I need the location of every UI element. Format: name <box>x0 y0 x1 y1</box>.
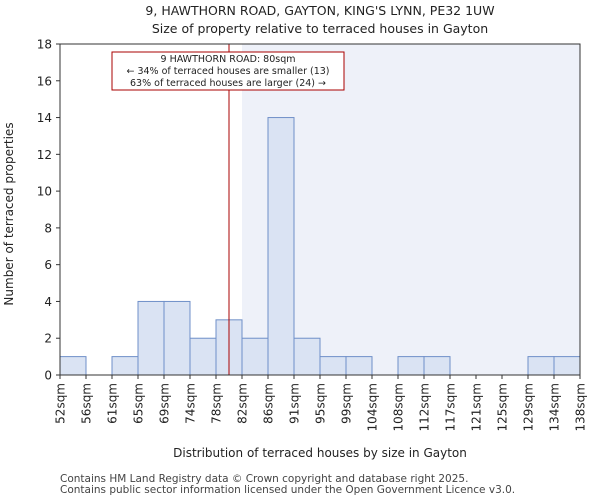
x-tick-label: 69sqm <box>158 383 172 424</box>
x-tick-label: 65sqm <box>132 383 146 424</box>
bar-82sqm <box>241 337 269 376</box>
x-tick-label: 104sqm <box>366 383 380 431</box>
chart-title: 9, HAWTHORN ROAD, GAYTON, KING'S LYNN, P… <box>145 3 494 18</box>
x-tick-label: 95sqm <box>314 383 328 424</box>
x-tick-label: 99sqm <box>340 383 354 424</box>
bars-group <box>59 117 581 376</box>
bar-65sqm <box>137 300 165 376</box>
x-tick-label: 91sqm <box>288 383 302 424</box>
footer-line-1: Contains HM Land Registry data © Crown c… <box>60 473 469 485</box>
bar-52sqm <box>59 356 87 376</box>
x-tick-label: 134sqm <box>548 383 562 431</box>
bar-91sqm <box>293 337 321 376</box>
bar-129sqm <box>527 356 555 376</box>
annotation-line-1: 9 HAWTHORN ROAD: 80sqm <box>161 54 296 65</box>
chart-subtitle: Size of property relative to terraced ho… <box>152 21 488 36</box>
annotation-box: 9 HAWTHORN ROAD: 80sqm ← 34% of terraced… <box>111 51 345 91</box>
y-tick-label: 10 <box>37 185 52 199</box>
x-tick-label: 125sqm <box>496 383 510 431</box>
y-tick-label: 4 <box>44 295 52 309</box>
bar-74sqm <box>189 337 217 376</box>
footer-line-2: Contains public sector information licen… <box>60 484 516 496</box>
y-tick-label: 12 <box>37 148 52 162</box>
y-axis: 0 2 4 6 8 10 12 14 16 18 <box>37 38 60 383</box>
x-tick-label: 121sqm <box>470 383 484 431</box>
x-axis: 52sqm 56sqm 61sqm 65sqm 69sqm 74sqm 78sqm 82sqm… <box>54 375 588 431</box>
x-axis-label: Distribution of terraced houses by size … <box>173 446 467 460</box>
x-tick-label: 56sqm <box>80 383 94 424</box>
histogram-chart: 9, HAWTHORN ROAD, GAYTON, KING'S LYNN, P… <box>2 3 588 460</box>
bar-112sqm <box>423 356 451 376</box>
x-tick-label: 86sqm <box>262 383 276 424</box>
bar-108sqm <box>397 356 425 376</box>
y-tick-label: 14 <box>37 111 52 125</box>
x-tick-label: 82sqm <box>236 383 250 424</box>
annotation-line-2: ← 34% of terraced houses are smaller (13… <box>126 66 329 77</box>
bar-69sqm <box>163 300 191 376</box>
x-tick-label: 74sqm <box>184 383 198 424</box>
x-tick-label: 138sqm <box>574 383 588 431</box>
x-tick-label: 61sqm <box>106 383 120 424</box>
x-tick-label: 52sqm <box>54 383 68 424</box>
x-tick-label: 117sqm <box>444 383 458 431</box>
bar-134sqm <box>553 356 581 376</box>
bar-61sqm <box>111 356 139 376</box>
bar-99sqm <box>345 356 373 376</box>
y-tick-label: 18 <box>37 38 52 52</box>
y-tick-label: 16 <box>37 74 52 88</box>
x-tick-label: 129sqm <box>522 383 536 431</box>
annotation-line-3: 63% of terraced houses are larger (24) → <box>130 78 326 89</box>
x-tick-label: 108sqm <box>392 383 406 431</box>
y-tick-label: 8 <box>44 221 52 235</box>
highlight-region <box>242 44 580 375</box>
x-tick-label: 112sqm <box>418 383 432 431</box>
y-tick-label: 0 <box>44 369 52 383</box>
bar-95sqm <box>319 356 347 376</box>
y-tick-label: 6 <box>44 258 52 272</box>
y-tick-label: 2 <box>44 332 52 346</box>
x-tick-label: 78sqm <box>210 383 224 424</box>
bar-86sqm <box>267 117 295 376</box>
y-axis-label: Number of terraced properties <box>2 122 16 305</box>
